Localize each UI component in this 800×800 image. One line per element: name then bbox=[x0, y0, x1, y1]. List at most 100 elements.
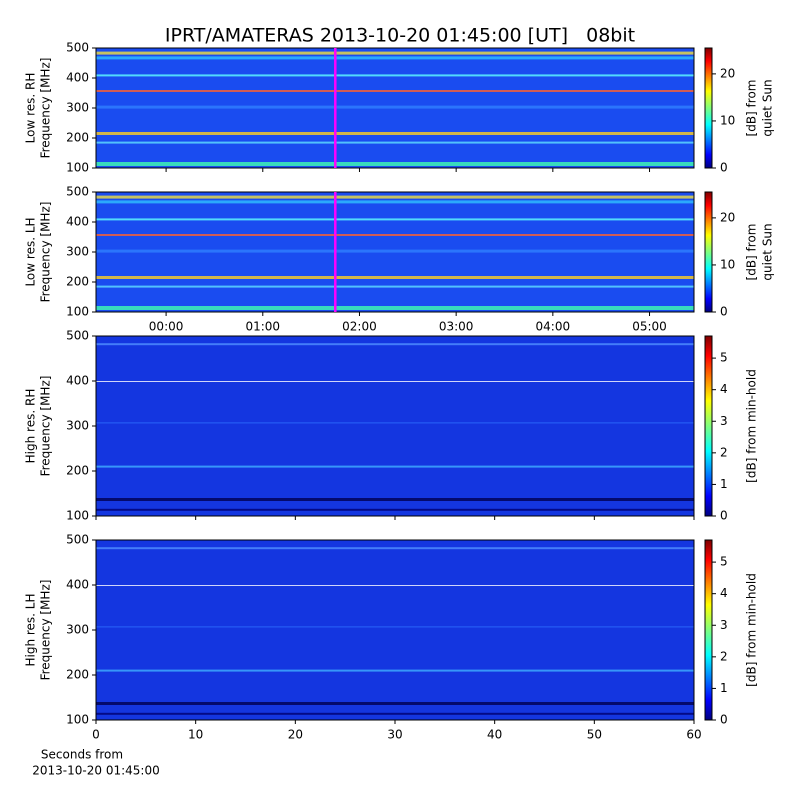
y-axis-label: Low res. LH bbox=[24, 217, 38, 286]
y-tick-label: 500 bbox=[66, 41, 89, 55]
y-tick-label: 200 bbox=[66, 275, 89, 289]
x-axis-label: 2013-10-20 01:45:00 bbox=[32, 764, 159, 778]
spectrogram-band bbox=[96, 508, 694, 511]
colorbar-tick-label: 4 bbox=[720, 586, 728, 600]
colorbar-tick-label: 5 bbox=[720, 351, 728, 365]
y-tick-label: 100 bbox=[66, 509, 89, 523]
x-axis-label: Seconds from bbox=[41, 748, 123, 762]
colorbar-tick-label: 10 bbox=[720, 113, 735, 127]
spectrogram-band bbox=[96, 90, 694, 92]
colorbar-label: [dB] from min-hold bbox=[745, 573, 759, 687]
colorbar-tick-label: 2 bbox=[720, 649, 728, 663]
spectrogram-band bbox=[96, 56, 694, 60]
y-tick-label: 200 bbox=[66, 464, 89, 478]
x-tick-label: 0 bbox=[92, 728, 100, 742]
x-tick-label: 20 bbox=[288, 728, 303, 742]
y-tick-label: 300 bbox=[66, 245, 89, 259]
colorbar bbox=[704, 191, 713, 313]
spectrogram bbox=[96, 336, 694, 516]
y-axis-label: Frequency [MHz] bbox=[39, 58, 53, 159]
x-tick-label: 10 bbox=[188, 728, 203, 742]
colorbar-tick-label: 3 bbox=[720, 414, 728, 428]
y-tick-label: 500 bbox=[66, 533, 89, 547]
colorbar-tick-label: 20 bbox=[720, 66, 735, 80]
colorbar-tick-label: 1 bbox=[720, 477, 728, 491]
colorbar-label: quiet Sun bbox=[761, 79, 775, 136]
y-tick-label: 100 bbox=[66, 161, 89, 175]
y-tick-label: 400 bbox=[66, 71, 89, 85]
spectrogram-band bbox=[96, 343, 694, 346]
spectrogram-band bbox=[96, 141, 694, 144]
colorbar-tick-label: 0 bbox=[720, 161, 728, 175]
spectrogram-band bbox=[96, 585, 694, 586]
spectrogram-band bbox=[96, 306, 694, 310]
x-tick-label: 03:00 bbox=[439, 320, 474, 334]
x-tick-label: 01:00 bbox=[245, 320, 280, 334]
spectrogram-band bbox=[96, 547, 694, 550]
y-tick-label: 300 bbox=[66, 419, 89, 433]
colorbar-tick-label: 20 bbox=[720, 210, 735, 224]
colorbar-tick-label: 0 bbox=[720, 305, 728, 319]
y-tick-label: 200 bbox=[66, 131, 89, 145]
y-axis-label: Frequency [MHz] bbox=[39, 202, 53, 303]
colorbar-tick-label: 2 bbox=[720, 445, 728, 459]
y-axis-label: High res. RH bbox=[24, 389, 38, 464]
y-tick-label: 300 bbox=[66, 101, 89, 115]
colorbar-tick-label: 5 bbox=[720, 555, 728, 569]
y-tick-label: 500 bbox=[66, 329, 89, 343]
y-tick-label: 200 bbox=[66, 668, 89, 682]
x-tick-label: 40 bbox=[487, 728, 502, 742]
x-tick-label: 00:00 bbox=[149, 320, 184, 334]
colorbar-tick-label: 1 bbox=[720, 681, 728, 695]
spectrogram-band bbox=[96, 132, 694, 135]
colorbar bbox=[704, 539, 713, 721]
spectrogram-band bbox=[96, 285, 694, 288]
y-tick-label: 400 bbox=[66, 578, 89, 592]
spectrogram-band bbox=[96, 669, 694, 672]
colorbar-label: [dB] from bbox=[745, 80, 759, 137]
x-tick-label: 60 bbox=[686, 728, 701, 742]
colorbar-tick-label: 3 bbox=[720, 618, 728, 632]
spectrogram-band bbox=[96, 195, 694, 199]
colorbar-label: quiet Sun bbox=[761, 223, 775, 280]
spectrogram-band bbox=[96, 74, 694, 77]
spectrogram-band bbox=[96, 626, 694, 628]
spectrogram-band bbox=[96, 234, 694, 236]
spectrogram-band bbox=[96, 465, 694, 468]
colorbar bbox=[704, 335, 713, 517]
spectrogram-band bbox=[96, 218, 694, 221]
spectrogram-band bbox=[96, 381, 694, 382]
spectrogram-band bbox=[96, 422, 694, 424]
y-tick-label: 100 bbox=[66, 713, 89, 727]
y-tick-label: 400 bbox=[66, 374, 89, 388]
y-axis-label: Frequency [MHz] bbox=[39, 580, 53, 681]
figure-title: IPRT/AMATERAS 2013-10-20 01:45:00 [UT] 0… bbox=[165, 25, 635, 47]
x-tick-label: 30 bbox=[387, 728, 402, 742]
y-tick-label: 400 bbox=[66, 215, 89, 229]
colorbar-label: [dB] from bbox=[745, 224, 759, 281]
spectrogram-band bbox=[96, 162, 694, 166]
spectrogram-band bbox=[96, 702, 694, 705]
spectrogram-band bbox=[96, 276, 694, 279]
y-tick-label: 300 bbox=[66, 623, 89, 637]
x-tick-label: 02:00 bbox=[342, 320, 377, 334]
colorbar-label: [dB] from min-hold bbox=[745, 369, 759, 483]
colorbar bbox=[704, 47, 713, 169]
colorbar-tick-label: 10 bbox=[720, 257, 735, 271]
spectrogram-band bbox=[96, 51, 694, 55]
colorbar-tick-label: 4 bbox=[720, 382, 728, 396]
spectrogram bbox=[96, 540, 694, 720]
x-tick-label: 04:00 bbox=[536, 320, 571, 334]
spectrogram-band bbox=[96, 712, 694, 715]
spectrogram-band bbox=[96, 249, 694, 253]
y-axis-label: Low res. RH bbox=[24, 73, 38, 144]
spectrogram-band bbox=[96, 200, 694, 204]
y-axis-label: Frequency [MHz] bbox=[39, 376, 53, 477]
y-axis-label: High res. LH bbox=[24, 593, 38, 666]
y-tick-label: 500 bbox=[66, 185, 89, 199]
spectrogram-band bbox=[96, 105, 694, 109]
spectrogram-band bbox=[96, 498, 694, 501]
colorbar-tick-label: 0 bbox=[720, 509, 728, 523]
x-tick-label: 05:00 bbox=[632, 320, 667, 334]
